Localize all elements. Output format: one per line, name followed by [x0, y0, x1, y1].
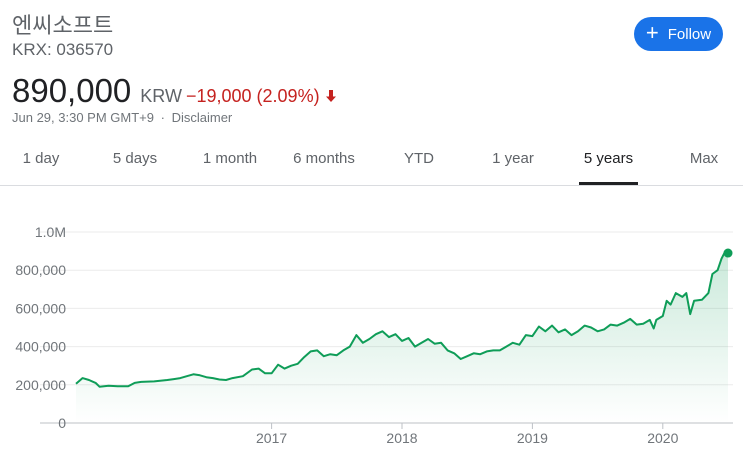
price-change: −19,000 (2.09%) — [185, 86, 320, 106]
tab-6-months[interactable]: 6 months — [293, 150, 355, 167]
x-tick-label: 2019 — [517, 430, 548, 446]
tab-1-year[interactable]: 1 year — [492, 150, 534, 167]
meta-separator: · — [160, 110, 165, 125]
tab-5-years[interactable]: 5 years — [579, 140, 638, 185]
quote-row: 890,000 KRW −19,000 (2.09%) — [12, 72, 337, 110]
latest-price-point — [723, 248, 733, 258]
time-range-tabs: 1 day 5 days 1 month 6 months YTD 1 year… — [0, 140, 743, 186]
price-series-line — [75, 250, 729, 388]
currency-code: KRW — [140, 86, 182, 106]
x-tick-label: 2018 — [386, 430, 417, 446]
y-tick-label: 200,000 — [15, 377, 66, 393]
follow-button[interactable]: + Follow — [634, 17, 723, 51]
follow-button-label: Follow — [667, 25, 712, 43]
price-chart-svg: 1.0M 800,000 600,000 400,000 200,000 0 2017 201… — [15, 224, 733, 446]
x-tick-label: 2017 — [256, 430, 287, 446]
y-tick-label: 0 — [58, 415, 66, 431]
quote-timestamp: Jun 29, 3:30 PM GMT+9 — [12, 110, 154, 125]
price-chart[interactable]: 1.0M 800,000 600,000 400,000 200,000 0 2017 201… — [0, 190, 743, 463]
y-tick-label: 1.0M — [35, 224, 66, 240]
y-tick-label: 400,000 — [15, 339, 66, 355]
y-tick-label: 600,000 — [15, 300, 66, 316]
y-tick-label: 800,000 — [15, 262, 66, 278]
tab-5-days[interactable]: 5 days — [112, 150, 158, 167]
down-arrow-icon — [325, 89, 337, 103]
tab-ytd[interactable]: YTD — [404, 150, 434, 167]
plus-icon: + — [645, 20, 659, 45]
tab-max[interactable]: Max — [689, 150, 719, 167]
disclaimer-link[interactable]: Disclaimer — [171, 110, 233, 125]
quote-meta: Jun 29, 3:30 PM GMT+9 · Disclaimer — [12, 110, 232, 125]
price-area-fill — [76, 251, 728, 423]
tab-1-month[interactable]: 1 month — [202, 150, 258, 167]
company-name: 엔씨소프트 — [12, 14, 114, 39]
tab-1-day[interactable]: 1 day — [22, 150, 60, 167]
current-price: 890,000 — [12, 72, 132, 109]
ticker-symbol: KRX: 036570 — [12, 40, 114, 59]
x-tick-label: 2020 — [647, 430, 678, 446]
